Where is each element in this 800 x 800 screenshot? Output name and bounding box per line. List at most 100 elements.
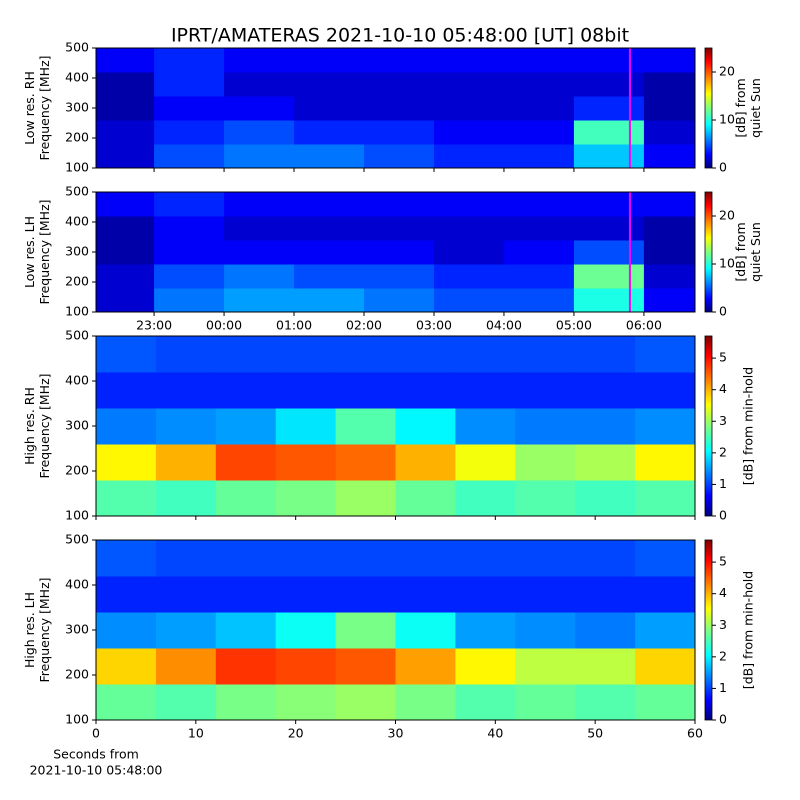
- heatmap-cell: [575, 612, 636, 649]
- heatmap-cell: [503, 144, 575, 169]
- heatmap-cell: [503, 120, 575, 145]
- heatmap-cell: [455, 576, 516, 613]
- x-axis-label: Seconds from: [53, 747, 139, 762]
- heatmap-cell: [275, 648, 337, 685]
- y-axis-label: Frequency [MHz]: [37, 577, 52, 682]
- heatmap-cell: [215, 576, 277, 613]
- heatmap-cell: [96, 480, 157, 517]
- heatmap-cell: [364, 48, 435, 73]
- heatmap-cell: [96, 540, 157, 577]
- heatmap-cell: [503, 288, 575, 313]
- colorbar-label: [dB] from: [733, 78, 748, 137]
- heatmap-cell: [573, 120, 645, 145]
- heatmap-cell: [294, 48, 365, 73]
- heatmap-cell: [635, 336, 696, 373]
- heatmap-cell: [154, 72, 225, 97]
- heatmap-cell: [224, 96, 295, 121]
- colorbar-tick-label: 0: [719, 304, 727, 319]
- colorbar-tick-label: 4: [719, 381, 727, 396]
- heatmap-cell: [154, 96, 225, 121]
- heatmap-cell: [643, 216, 696, 241]
- heatmap-cell: [515, 540, 576, 577]
- heatmap-cell: [275, 684, 337, 721]
- heatmap-cell: [395, 648, 456, 685]
- heatmap-cell: [275, 540, 337, 577]
- heatmap-cell: [96, 684, 157, 721]
- heatmap-cell: [224, 216, 295, 241]
- heatmap-cell: [215, 684, 277, 721]
- heatmap-cell: [96, 144, 155, 169]
- heatmap-cell: [575, 408, 636, 445]
- heatmap-cell: [433, 216, 505, 241]
- heatmap-cell: [643, 120, 696, 145]
- heatmap-cell: [275, 408, 337, 445]
- x-tick-label: 03:00: [416, 318, 452, 333]
- heatmap-cell: [335, 576, 396, 613]
- heatmap-cell: [155, 408, 217, 445]
- heatmap-cell: [155, 540, 217, 577]
- colorbar-tick-label: 4: [719, 585, 727, 600]
- colorbar-tick-label: 2: [719, 648, 727, 663]
- heatmap-cell: [294, 264, 365, 289]
- heatmap-cell: [154, 120, 225, 145]
- heatmap-cell: [503, 96, 575, 121]
- y-tick-label: 500: [65, 328, 89, 343]
- heatmap-cell: [573, 264, 645, 289]
- heatmap-cell: [335, 444, 396, 481]
- y-tick-label: 200: [65, 463, 89, 478]
- heatmap-cell: [433, 96, 505, 121]
- heatmap-cell: [215, 372, 277, 409]
- heatmap-cell: [275, 372, 337, 409]
- heatmap-cell: [155, 648, 217, 685]
- heatmap-cell: [215, 444, 277, 481]
- heatmap-cell: [154, 192, 225, 217]
- y-tick-label: 500: [65, 532, 89, 547]
- heatmap-cell: [364, 192, 435, 217]
- heatmap-cell: [96, 264, 155, 289]
- heatmap-cell: [294, 144, 365, 169]
- heatmap-cell: [154, 240, 225, 265]
- heatmap-cell: [224, 144, 295, 169]
- colorbar-tick-label: 20: [719, 208, 735, 223]
- x-tick-label: 0: [92, 726, 100, 741]
- y-tick-label: 400: [65, 577, 89, 592]
- heatmap-cell: [455, 612, 516, 649]
- colorbar-tick-label: 0: [719, 712, 727, 727]
- heatmap-cell: [154, 288, 225, 313]
- heatmap-cell: [455, 480, 516, 517]
- x-tick-label: 40: [487, 726, 503, 741]
- heatmap-cell: [433, 48, 505, 73]
- y-tick-label: 400: [65, 373, 89, 388]
- heatmap-cell: [575, 576, 636, 613]
- heatmap-cell: [455, 444, 516, 481]
- heatmap-cell: [635, 372, 696, 409]
- heatmap-cell: [224, 288, 295, 313]
- heatmap-cell: [96, 192, 155, 217]
- colorbar-tick-label: 3: [719, 413, 727, 428]
- y-axis-label: Low res. LH: [22, 216, 37, 288]
- heatmap-cell: [294, 192, 365, 217]
- heatmap-cell: [335, 612, 396, 649]
- heatmap-cell: [294, 96, 365, 121]
- heatmap-cell: [635, 648, 696, 685]
- heatmap-cell: [573, 72, 645, 97]
- colorbar: [704, 335, 713, 517]
- colorbar-tick-label: 10: [719, 256, 735, 271]
- heatmap-cell: [155, 684, 217, 721]
- colorbar-tick-label: 20: [719, 64, 735, 79]
- heatmap-cell: [433, 240, 505, 265]
- heatmap-cell: [96, 48, 155, 73]
- x-tick-label: 00:00: [206, 318, 242, 333]
- heatmap-cell: [96, 240, 155, 265]
- heatmap-cell: [575, 540, 636, 577]
- y-tick-label: 100: [65, 712, 89, 727]
- heatmap-cell: [294, 216, 365, 241]
- heatmap-cell: [224, 120, 295, 145]
- heatmap-cell: [395, 372, 456, 409]
- y-axis-label: High res. RH: [22, 387, 37, 465]
- heatmap-cell: [433, 72, 505, 97]
- heatmap-cell: [96, 120, 155, 145]
- heatmap-cell: [433, 144, 505, 169]
- heatmap-cell: [215, 648, 277, 685]
- heatmap-cell: [395, 480, 456, 517]
